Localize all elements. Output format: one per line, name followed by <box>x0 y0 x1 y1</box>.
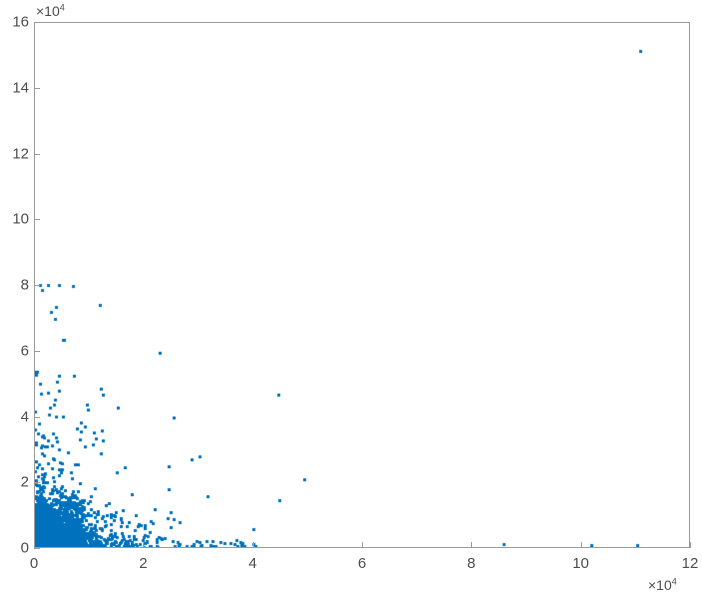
y-axis-tick <box>34 219 40 221</box>
x-axis-tick <box>690 542 691 548</box>
y-axis-exponent-base: ×10 <box>36 3 60 19</box>
y-axis-tick <box>34 548 40 549</box>
y-axis-tick-label: 12 <box>12 145 29 162</box>
x-axis-tick <box>580 542 582 548</box>
x-axis-exponent-power: 4 <box>671 576 677 587</box>
x-axis-tick-label: 12 <box>681 555 699 572</box>
y-axis-tick <box>34 153 40 155</box>
x-axis-tick-label: 8 <box>467 555 476 572</box>
x-axis-exponent-label: ×104 <box>648 576 677 593</box>
x-axis-tick-label: 10 <box>572 555 589 572</box>
x-axis-tick-label: 0 <box>29 555 39 572</box>
y-axis-exponent-label: ×104 <box>36 2 65 19</box>
y-axis-tick-label: 2 <box>20 473 29 491</box>
y-axis-tick-label: 4 <box>20 408 29 425</box>
y-axis-tick <box>34 416 40 418</box>
y-axis-exponent-power: 4 <box>59 2 65 13</box>
y-axis-tick-label: 16 <box>12 13 29 31</box>
y-axis-tick <box>34 350 40 352</box>
x-axis-tick <box>34 542 35 548</box>
y-axis-tick <box>34 87 40 89</box>
x-axis-exponent-base: ×10 <box>648 577 672 593</box>
y-axis-tick-label: 10 <box>12 210 29 228</box>
y-axis-tick-label: 8 <box>20 276 29 294</box>
x-axis-tick <box>471 542 473 548</box>
x-axis-tick <box>362 542 363 548</box>
y-axis-tick <box>34 22 40 23</box>
y-axis-tick-label: 0 <box>20 539 29 557</box>
x-axis-tick <box>252 542 254 548</box>
y-axis-tick-label: 6 <box>20 342 29 360</box>
scatter-plot-canvas <box>35 23 689 547</box>
y-axis-tick <box>34 285 40 286</box>
y-axis-tick <box>34 482 40 484</box>
plot-area[interactable] <box>34 22 690 548</box>
x-axis-tick <box>143 542 145 548</box>
y-axis-tick-label: 14 <box>12 79 29 97</box>
x-axis-tick-label: 4 <box>248 555 257 572</box>
x-axis-tick-label: 2 <box>139 555 148 572</box>
x-axis-tick-label: 6 <box>357 555 367 572</box>
